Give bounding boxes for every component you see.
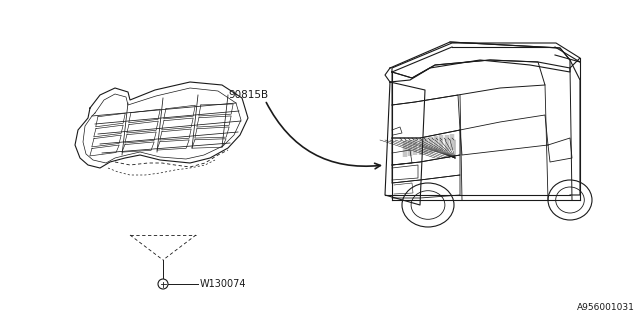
Text: A956001031: A956001031 bbox=[577, 303, 635, 312]
Text: W130074: W130074 bbox=[200, 279, 246, 289]
Text: 90815B: 90815B bbox=[228, 90, 268, 100]
